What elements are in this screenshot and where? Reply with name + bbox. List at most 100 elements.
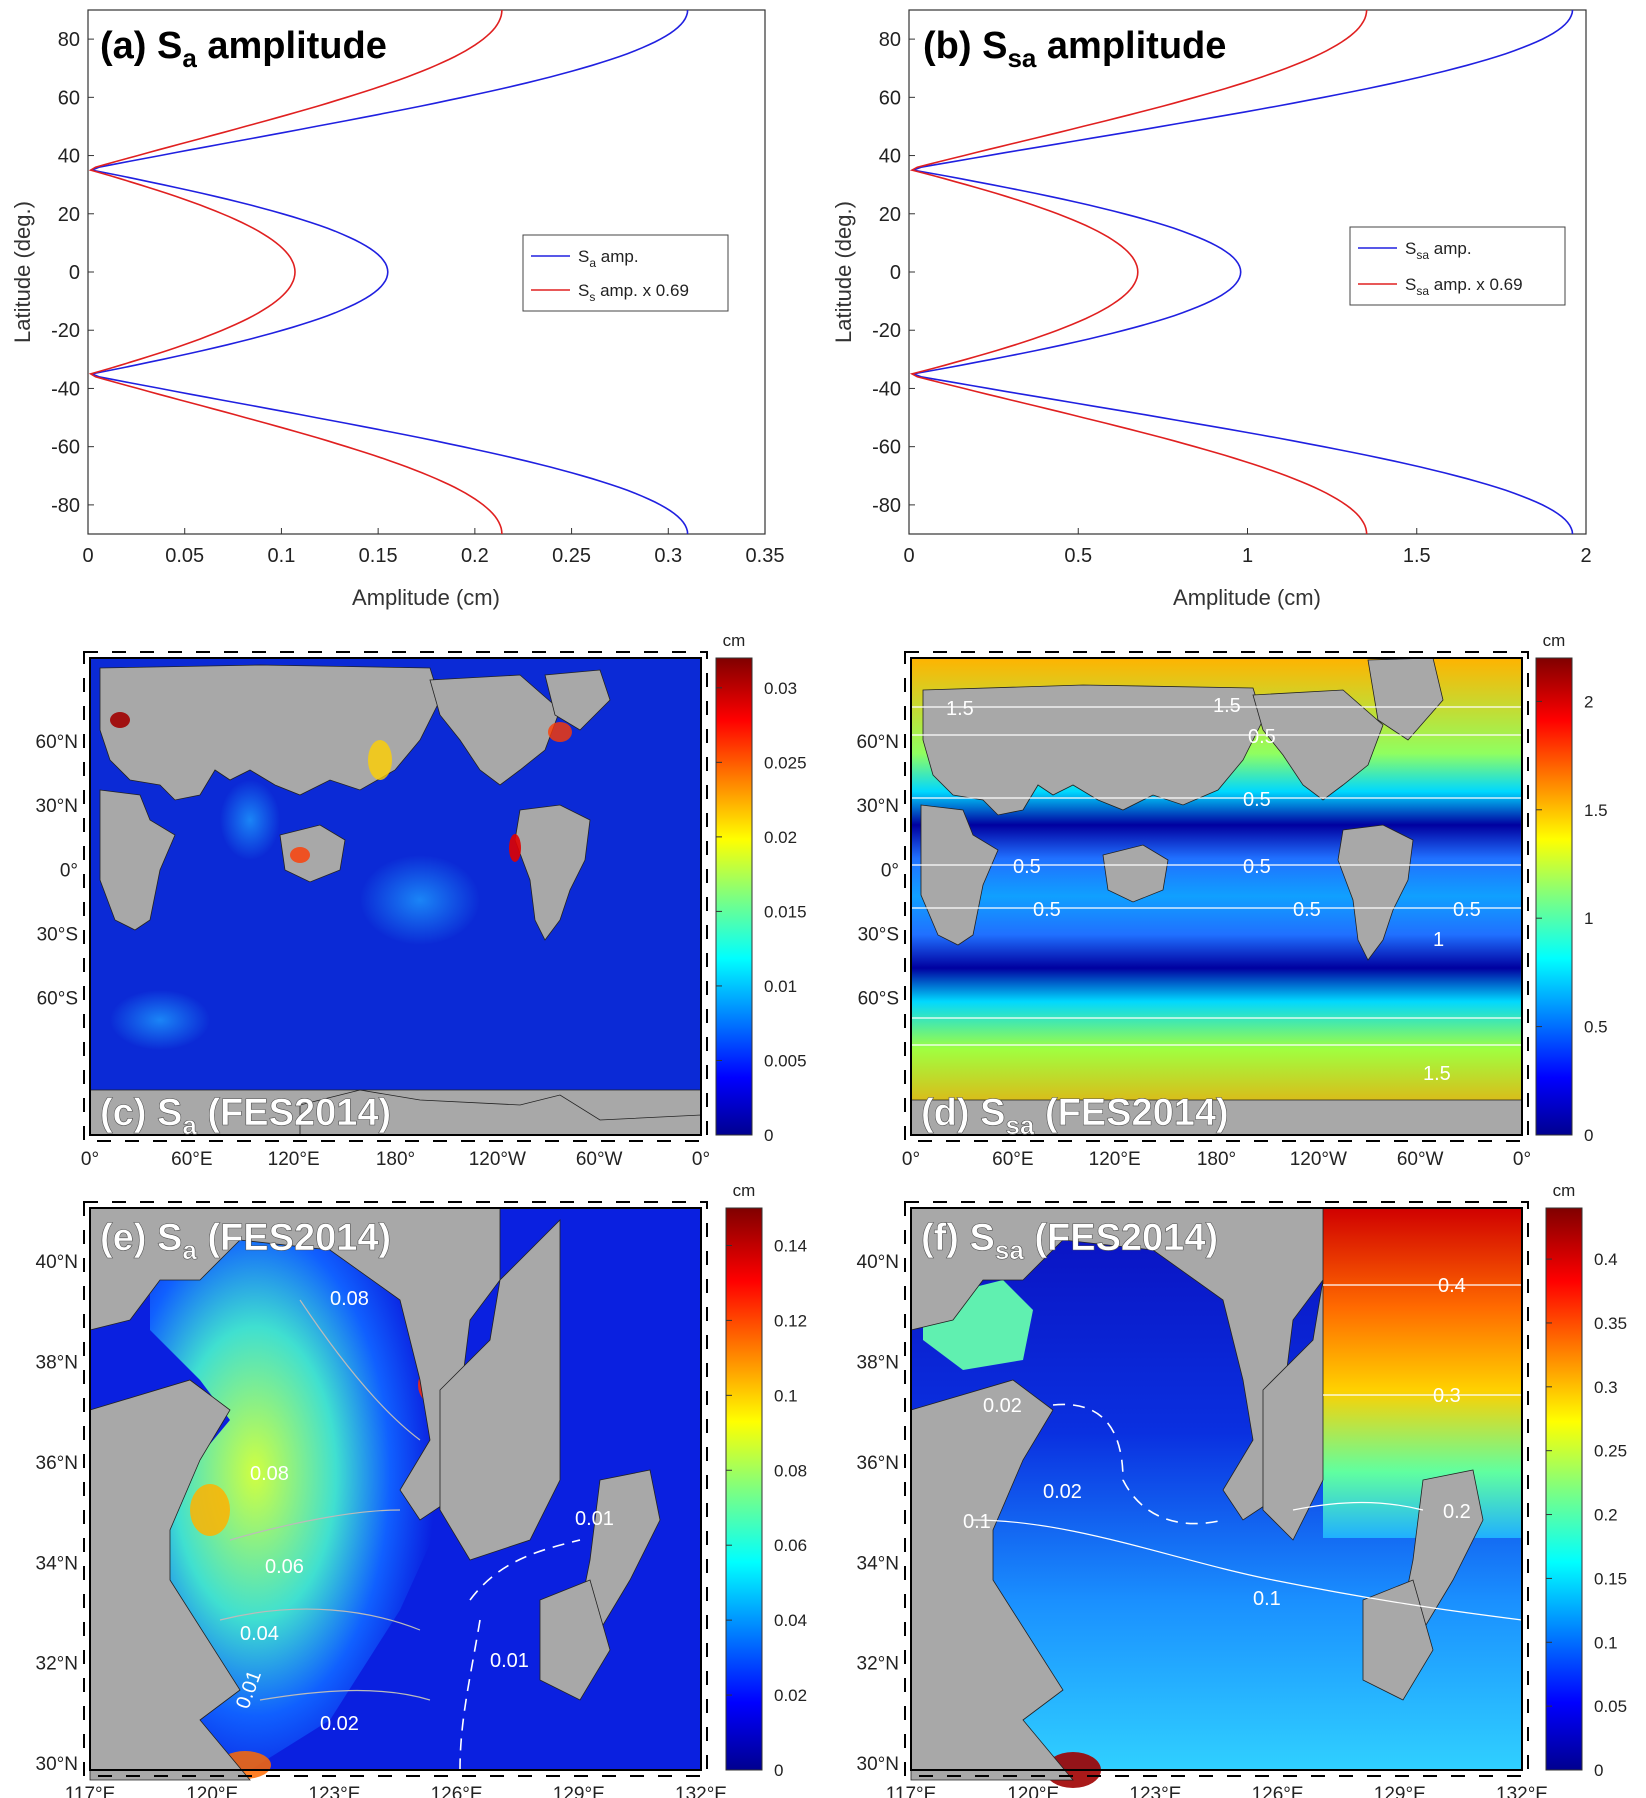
title-a: (a) Sa amplitude [100, 25, 387, 73]
dashed-contour-f [1052, 1403, 1224, 1525]
contour-label-d-9: 1 [1433, 929, 1444, 951]
xtick-label-a-0: 0 [82, 545, 93, 567]
map-ytick-c-1: 30°N [36, 796, 78, 817]
contour-label-e-3: 0.04 [240, 1623, 279, 1645]
contour-label-e-0: 0.08 [330, 1288, 369, 1310]
colorbar-c [715, 657, 753, 1136]
ylabel-b: Latitude (deg.) [831, 201, 856, 343]
contour-label-d-5: 0.5 [1243, 856, 1271, 878]
contour-lines-e [219, 1299, 431, 1701]
cb-ticklabel-c-4: 0.01 [764, 977, 797, 996]
cb-ticklabel-f-5: 0.15 [1594, 1569, 1627, 1588]
map-ytick-d-1: 30°N [857, 796, 899, 817]
cb-ticklabel-e-3: 0.08 [774, 1461, 807, 1480]
contour-label-d-4: 0.5 [1013, 856, 1041, 878]
ytick-label-b-7: -60 [872, 437, 901, 459]
contour-label-e-1: 0.08 [250, 1463, 289, 1485]
map-ytick-e-0: 40°N [36, 1252, 78, 1273]
cb-ticklabel-e-0: 0.14 [774, 1236, 807, 1255]
cb-ticklabel-e-5: 0.04 [774, 1611, 807, 1630]
colorbar-unit-e: cm [733, 1181, 756, 1200]
map-ytick-c-2: 0° [60, 860, 78, 881]
map-ytick-d-0: 60°N [857, 732, 899, 753]
map-xtick-f-3: 126°E [1252, 1784, 1304, 1798]
legend-entry-b-1: Ssa amp. x 0.69 [1405, 275, 1523, 298]
map-ytick-e-4: 32°N [36, 1654, 78, 1675]
contour-labels-f: 0.4 0.3 0.02 0.02 0.2 0.1 0.1 [963, 1275, 1471, 1610]
xtick-label-b-3: 1.5 [1403, 545, 1431, 567]
map-xtick-e-4: 129°E [553, 1784, 605, 1798]
contour-label-d-10: 1.5 [1423, 1063, 1451, 1085]
series-line-a-1 [88, 9, 503, 535]
xtick-label-a-7: 0.35 [746, 545, 785, 567]
map-xtick-d-1: 60°E [992, 1149, 1033, 1170]
map-xtick-c-5: 60°W [576, 1149, 623, 1170]
map-ytick-f-4: 32°N [857, 1654, 899, 1675]
map-ytick-e-2: 36°N [36, 1453, 78, 1474]
colorbar-unit-d: cm [1543, 631, 1566, 650]
map-ytick-f-3: 34°N [857, 1553, 899, 1574]
map-xtick-c-4: 120°W [469, 1149, 526, 1170]
contour-label-d-2: 0.5 [1248, 726, 1276, 748]
colorbar-unit-c: cm [723, 631, 746, 650]
map-ytick-f-1: 38°N [857, 1353, 899, 1374]
xtick-label-b-2: 1 [1242, 545, 1253, 567]
map-ytick-c-0: 60°N [36, 732, 78, 753]
contour-labels-d: 1.5 1.5 0.5 0.5 0.5 0.5 0.5 0.5 0.5 1 1.… [946, 695, 1481, 1085]
land-masses-d [910, 657, 1523, 1136]
map-xtick-e-2: 123°E [308, 1784, 360, 1798]
contour-label-d-7: 0.5 [1293, 899, 1321, 921]
map-xtick-d-2: 120°E [1089, 1149, 1141, 1170]
line-chart-a: Latitude (deg.) Amplitude (cm) 80 60 40 20 0… [10, 9, 785, 610]
cb-ticklabel-d-2: 1 [1584, 909, 1593, 928]
contour-label-f-5: 0.1 [963, 1511, 991, 1533]
xtick-label-a-4: 0.2 [461, 545, 489, 567]
cb-ticklabel-c-6: 0 [764, 1126, 773, 1145]
legend-a: Sa amp. Ss amp. x 0.69 [522, 234, 729, 312]
cb-ticklabel-d-1: 1.5 [1584, 801, 1608, 820]
xtick-label-a-5: 0.25 [552, 545, 591, 567]
ytick-label-b-3: 20 [879, 204, 901, 226]
cb-ticklabel-f-4: 0.2 [1594, 1506, 1618, 1525]
cb-ticklabel-f-3: 0.25 [1594, 1442, 1627, 1461]
contour-label-e-5: 0.01 [575, 1508, 614, 1530]
contour-label-e-6: 0.01 [490, 1650, 529, 1672]
map-xtick-f-2: 123°E [1129, 1784, 1181, 1798]
ytick-label-a-8: -80 [51, 495, 80, 517]
legend-entry-a-0: Sa amp. [578, 247, 639, 270]
cb-ticklabel-e-7: 0 [774, 1761, 783, 1780]
ytick-label-a-6: -40 [51, 378, 80, 400]
cb-ticklabel-e-6: 0.02 [774, 1686, 807, 1705]
map-ytick-d-3: 30°S [858, 925, 899, 946]
land-masses-e [89, 1207, 661, 1781]
map-ytick-f-0: 40°N [857, 1252, 899, 1273]
map-xtick-c-2: 120°E [268, 1149, 320, 1170]
xtick-label-a-2: 0.1 [268, 545, 296, 567]
cb-ticklabel-c-0: 0.03 [764, 679, 797, 698]
map-panel-c: 0° 60°E 120°E 180° 120°W 60°W 0° 60°N 30°N 0° 30°S… [36, 631, 807, 1170]
hotspots-c [110, 712, 572, 1050]
map-ytick-d-2: 0° [881, 860, 899, 881]
contour-label-f-6: 0.1 [1253, 1588, 1281, 1610]
title-e: (e) Sa (FES2014) [100, 1217, 391, 1265]
title-d: (d) Ssa (FES2014) [921, 1092, 1229, 1140]
cb-ticklabel-d-4: 0 [1584, 1126, 1593, 1145]
ytick-label-b-4: 0 [890, 262, 901, 284]
map-ytick-d-4: 60°S [858, 989, 899, 1010]
contour-labels-e: 0.08 0.08 0.06 0.04 0.02 0.01 0.01 0.01 [232, 1288, 614, 1735]
contour-label-f-3: 0.02 [1043, 1481, 1082, 1503]
ytick-label-b-2: 40 [879, 146, 901, 168]
yticks-b: 80 60 40 20 0 -20 -40 -60 -80 [872, 29, 915, 517]
map-ytick-e-3: 34°N [36, 1553, 78, 1574]
map-ytick-f-5: 30°N [857, 1754, 899, 1775]
colorbar-e [725, 1207, 763, 1771]
ytick-label-a-2: 40 [58, 146, 80, 168]
yellow-sea-e [150, 1230, 450, 1770]
map-xtick-d-6: 0° [1513, 1149, 1531, 1170]
land-masses-c [89, 664, 702, 1136]
ytick-label-a-4: 0 [69, 262, 80, 284]
title-c: (c) Sa (FES2014) [100, 1092, 391, 1140]
cb-ticklabel-f-0: 0.4 [1594, 1250, 1618, 1269]
cb-ticklabel-f-6: 0.1 [1594, 1633, 1618, 1652]
line-chart-b: Latitude (deg.) Amplitude (cm) 806040200… [831, 9, 1592, 610]
